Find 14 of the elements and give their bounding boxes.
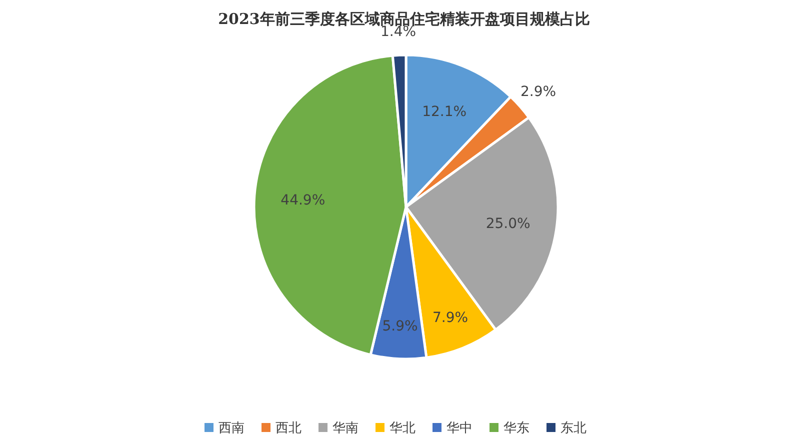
chart-title: 2023年前三季度各区域商品住宅精装开盘项目规模占比 bbox=[218, 10, 590, 28]
legend-label: 华南 bbox=[332, 421, 358, 436]
data-label: 44.9% bbox=[280, 192, 326, 208]
legend-label: 华中 bbox=[446, 421, 472, 436]
data-label: 25.0% bbox=[486, 216, 530, 232]
data-label: 2.9% bbox=[520, 84, 556, 100]
legend-label: 西北 bbox=[276, 421, 302, 436]
legend-label: 华东 bbox=[504, 421, 530, 436]
data-label: 7.9% bbox=[432, 310, 468, 326]
data-label: 12.1% bbox=[422, 104, 467, 120]
legend-label: 西南 bbox=[218, 421, 244, 436]
data-label: 5.9% bbox=[382, 318, 418, 334]
legend-label: 华北 bbox=[390, 421, 416, 436]
legend-label: 东北 bbox=[560, 421, 586, 436]
